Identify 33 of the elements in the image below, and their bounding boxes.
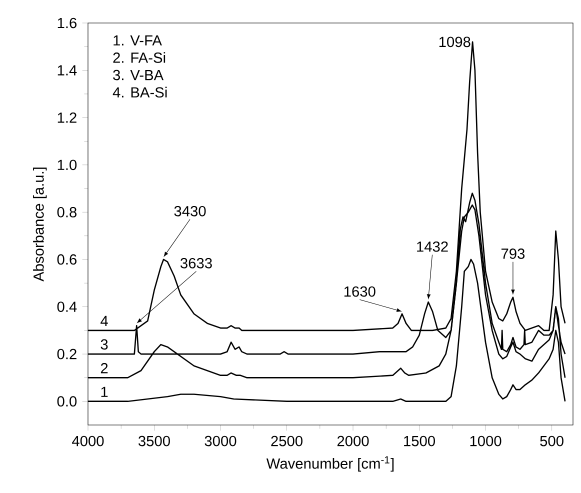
annotation: 3430 (174, 206, 206, 216)
annotation: 1 (101, 386, 108, 397)
annotation: 3633 (180, 258, 212, 268)
x-tick-label: 3000 (204, 436, 236, 446)
annotation: 793 (501, 248, 525, 259)
y-tick-label: 1.4 (58, 65, 77, 76)
x-tick-label: 2000 (337, 436, 369, 446)
y-tick-label: 0.2 (57, 348, 76, 360)
annotation: 4 (100, 316, 108, 326)
x-tick-label: 2500 (271, 436, 302, 446)
x-tick-label: 500 (540, 436, 564, 446)
x-tick-label: 1000 (470, 436, 502, 446)
y-tick-label: 0.8 (57, 207, 76, 218)
annotation: 1. V-FA (114, 35, 162, 46)
y-tick-label: 1.6 (58, 18, 76, 28)
annotation: 4. BA-Si (112, 86, 167, 98)
annotation: 2 (100, 363, 108, 374)
y-tick-label: 1.0 (58, 160, 77, 170)
x-tick-label: 3500 (138, 436, 170, 446)
annotation: 2. FA-Si (113, 52, 166, 63)
y-tick-label: 0.6 (57, 254, 76, 265)
x-axis-title: Wavenumber [cm$^{-1}$] (266, 456, 394, 472)
annotation: 1630 (344, 286, 376, 297)
x-tick-label: 1500 (404, 436, 435, 446)
y-tick-label: 0.4 (57, 302, 77, 312)
annotation: 3. V-BA (113, 70, 164, 80)
x-tick-label: 4000 (72, 436, 104, 446)
annotation: 1432 (417, 241, 448, 252)
y-tick-label: 0.0 (57, 396, 77, 407)
y-axis-title: Absorbance [a.u.] (33, 168, 47, 282)
annotation: 1098 (439, 36, 470, 48)
annotation: 3 (100, 339, 108, 350)
y-tick-label: 1.2 (58, 112, 76, 123)
